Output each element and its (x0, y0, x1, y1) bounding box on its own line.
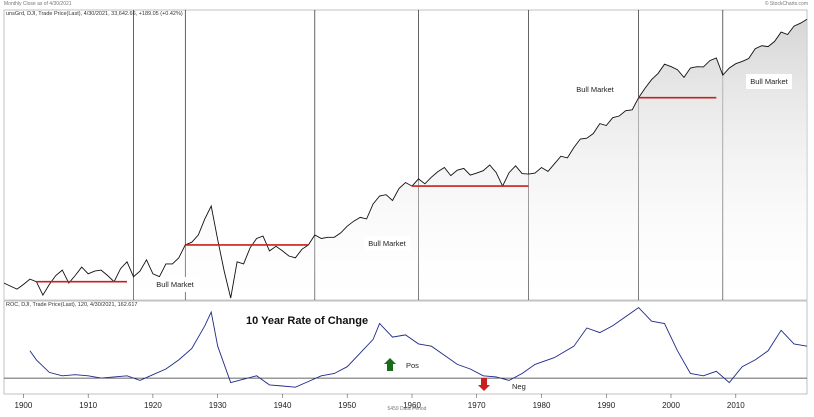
bull-market-label-3: Bull Market (572, 82, 618, 97)
x-tick-label-11: 2000 (662, 401, 680, 410)
x-axis-ticks: 1900 1910 1920 1930 1940 1950 1960 1970 1980 1990… (15, 394, 745, 410)
x-tick-label-3: 1920 (144, 401, 162, 410)
price-series-line (3, 18, 808, 299)
x-tick-label-7: 1960 (403, 401, 421, 410)
chart-footer: 5459 Data Period (388, 406, 427, 412)
x-tick-label-4: 1930 (209, 401, 227, 410)
roc-panel-title: ROC, DJI, Trade Price(Last), 120, 4/30/2… (6, 302, 138, 308)
price-panel-title: unsGrd, DJI, Trade Price(Last), 4/30/202… (6, 11, 183, 17)
roc-series-line (29, 307, 808, 388)
bull-market-label-2-text: Bull Market (368, 239, 406, 248)
bull-market-label-4-text: Bull Market (750, 77, 788, 86)
roc-panel-frame (3, 300, 808, 395)
x-tick-label-9: 1980 (533, 401, 551, 410)
chart-header-left: Monthly Close as of 4/30/2021 (4, 1, 72, 7)
positive-arrow-icon (384, 358, 396, 371)
x-tick-label-6: 1950 (338, 401, 356, 410)
x-tick-label-5: 1940 (274, 401, 292, 410)
x-tick-label-10: 1990 (597, 401, 615, 410)
positive-label: Pos (406, 361, 419, 370)
chart-header-right: © StockCharts.com (764, 1, 808, 7)
sideways-range-lines (36, 96, 717, 283)
roc-heading: 10 Year Rate of Change (246, 315, 368, 327)
bull-market-label-4: Bull Market (746, 74, 792, 89)
price-area-fill (4, 19, 807, 300)
negative-arrow-icon (478, 378, 490, 391)
bull-market-label-2: Bull Market (364, 236, 410, 251)
x-tick-label-2: 1910 (79, 401, 97, 410)
x-tick-label-8: 1970 (468, 401, 486, 410)
x-tick-label-1: 1900 (15, 401, 33, 410)
negative-label: Neg (512, 382, 526, 391)
bull-market-label-1-text: Bull Market (156, 280, 194, 289)
x-tick-label-12: 2010 (727, 401, 745, 410)
bull-market-label-1: Bull Market (152, 277, 198, 292)
bull-market-label-3-text: Bull Market (576, 85, 614, 94)
